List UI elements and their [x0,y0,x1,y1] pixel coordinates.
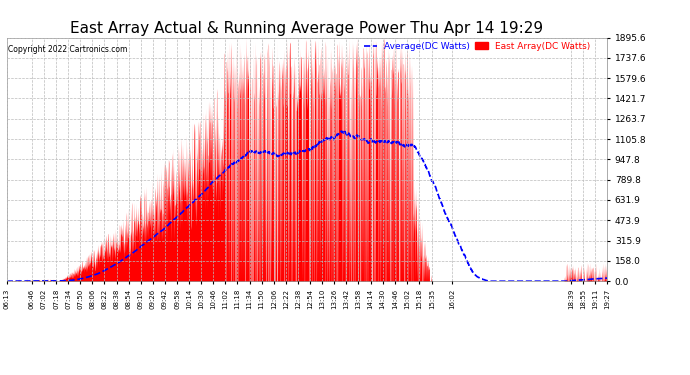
Legend: Average(DC Watts), East Array(DC Watts): Average(DC Watts), East Array(DC Watts) [364,42,591,51]
Text: Copyright 2022 Cartronics.com: Copyright 2022 Cartronics.com [8,45,127,54]
Title: East Array Actual & Running Average Power Thu Apr 14 19:29: East Array Actual & Running Average Powe… [70,21,544,36]
